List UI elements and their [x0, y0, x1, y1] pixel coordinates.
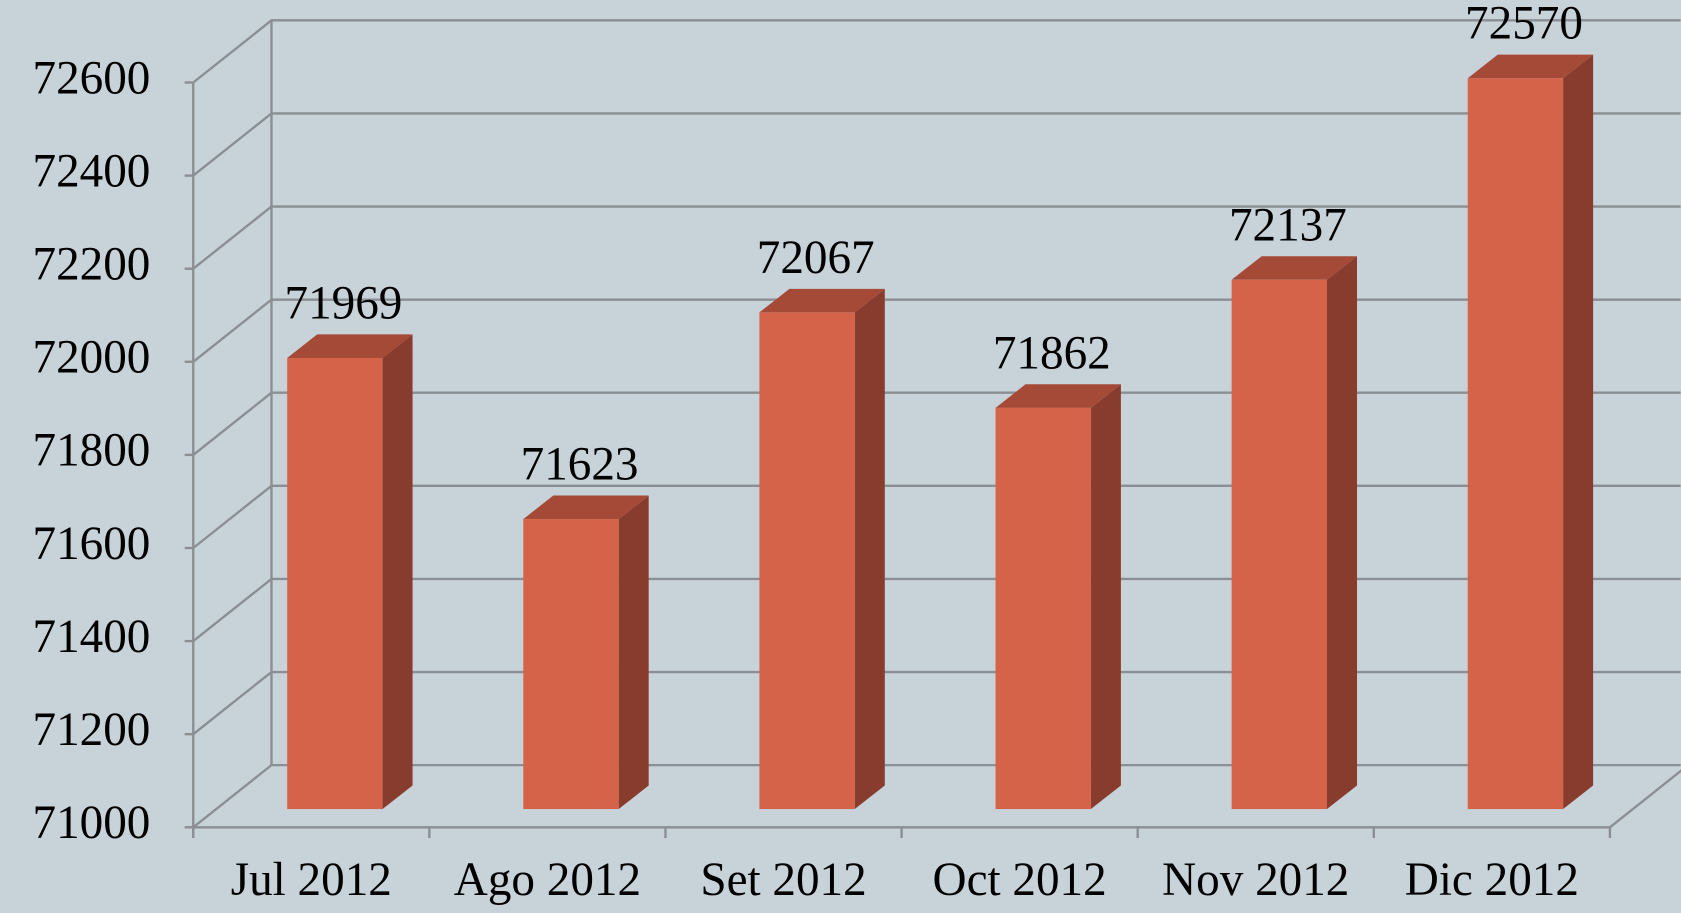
bar: [759, 312, 855, 810]
grid-line: [192, 484, 1681, 549]
y-tick-label: 71200: [33, 704, 151, 756]
x-tick-label: Nov 2012: [1162, 854, 1349, 906]
bar-top: [759, 288, 885, 313]
x-tick-label: Dic 2012: [1405, 854, 1579, 906]
bar: [1467, 78, 1564, 810]
value-label: 72570: [1465, 0, 1583, 50]
bar-top: [1467, 54, 1594, 79]
value-label: 71623: [521, 439, 639, 491]
y-tick-label: 71800: [33, 425, 151, 477]
bar-side: [1090, 384, 1121, 810]
grid-line: [192, 19, 1681, 84]
bar: [523, 519, 619, 810]
grid-line: [192, 298, 1681, 363]
y-tick-label: 72200: [33, 239, 151, 291]
grid-line: [192, 577, 1681, 643]
y-tick-label: 71600: [33, 518, 151, 570]
y-tick-label: 72000: [33, 332, 151, 384]
grid-line: [192, 670, 1681, 736]
grid-line: [192, 112, 1681, 177]
x-tick-label: Oct 2012: [933, 854, 1107, 906]
bar-top: [1231, 256, 1358, 280]
bar: [995, 407, 1091, 810]
bar-side: [618, 495, 649, 810]
bar-side: [382, 334, 413, 810]
x-tick-label: Set 2012: [700, 854, 866, 906]
bar-side: [1563, 54, 1594, 810]
bar-top: [995, 384, 1121, 408]
y-tick-label: 71000: [33, 797, 151, 849]
grid-line: [192, 391, 1681, 456]
bar: [1231, 279, 1328, 810]
grid-line: [192, 763, 1681, 829]
value-label: 72137: [1229, 199, 1347, 251]
value-label: 72067: [757, 232, 875, 284]
bar-side: [854, 288, 885, 810]
value-label: 71862: [993, 327, 1111, 379]
y-tick-label: 72600: [33, 52, 151, 104]
value-label: 71969: [285, 277, 403, 329]
bar-top: [523, 495, 649, 520]
bar-top: [287, 334, 413, 359]
x-tick-label: Jul 2012: [231, 854, 392, 906]
bar-side: [1327, 256, 1358, 810]
y-tick-label: 72400: [33, 145, 151, 197]
y-tick-label: 71400: [33, 611, 151, 663]
bar: [287, 358, 383, 810]
grid-line: [192, 205, 1681, 270]
x-tick-label: Ago 2012: [454, 854, 641, 906]
